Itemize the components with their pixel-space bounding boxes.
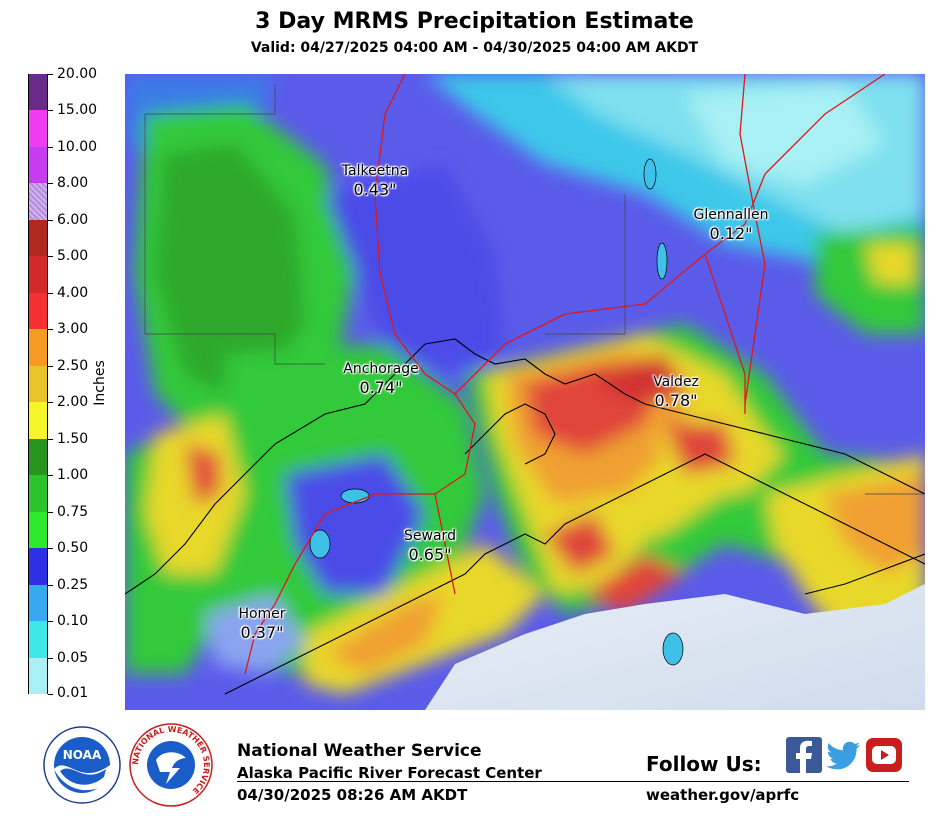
legend-tick-label: 10.00 xyxy=(57,138,98,155)
lakes xyxy=(309,158,684,666)
legend-tick-label: 0.05 xyxy=(57,649,89,666)
legend-tick-label: 2.00 xyxy=(57,394,89,411)
legend-colorbar xyxy=(28,74,48,694)
legend-axis-label: Inches xyxy=(92,360,108,406)
legend-tick-mark xyxy=(48,256,53,258)
legend-tick-label: 4.00 xyxy=(57,284,89,301)
legend-color-band xyxy=(29,110,47,147)
roads xyxy=(244,74,886,675)
nws-logo[interactable]: NATIONAL WEATHER SERVICE xyxy=(128,722,214,808)
legend-tick-mark xyxy=(48,511,53,513)
legend-tick-label: 0.25 xyxy=(57,576,89,593)
legend-tick-label: 8.00 xyxy=(57,175,89,192)
legend-tick-label: 0.01 xyxy=(57,685,89,701)
legend-tick-mark xyxy=(48,365,53,367)
facebook-icon[interactable] xyxy=(786,737,822,773)
city-label-seward: Seward 0.65" xyxy=(404,528,456,564)
legend-color-band xyxy=(29,584,47,622)
legend-tick-label: 5.00 xyxy=(57,248,89,265)
legend-color-band xyxy=(29,511,47,549)
legend-tick-mark xyxy=(48,621,53,623)
legend-tick-label: 20.00 xyxy=(57,66,98,82)
valid-period: Valid: 04/27/2025 04:00 AM - 04/30/2025 … xyxy=(250,40,699,56)
legend-tick-label: 1.50 xyxy=(57,430,89,447)
city-label-valdez: Valdez 0.78" xyxy=(653,374,699,410)
legend-tick-label: 6.00 xyxy=(57,211,89,228)
legend-color-band xyxy=(29,183,47,220)
legend-color-band xyxy=(29,74,47,111)
legend-tick-mark xyxy=(48,475,53,477)
legend-color-band xyxy=(29,548,47,585)
legend-tick-label: 0.10 xyxy=(57,613,89,630)
legend-tick-mark xyxy=(48,694,53,695)
city-label-glennallen: Glennallen 0.12" xyxy=(693,207,769,243)
legend-color-band xyxy=(29,365,47,403)
legend-color-band xyxy=(29,438,47,476)
precip-field xyxy=(125,74,925,694)
coastline xyxy=(125,338,925,695)
legend-tick-mark xyxy=(48,146,53,148)
footer-center: Alaska Pacific River Forecast Center xyxy=(237,764,542,782)
legend-tick-label: 2.50 xyxy=(57,357,89,374)
legend-tick-mark xyxy=(48,329,53,331)
legend-color-band xyxy=(29,146,47,184)
city-label-talkeetna: Talkeetna 0.43" xyxy=(341,163,409,199)
legend-tick-label: 3.00 xyxy=(57,321,89,338)
legend-tick-mark xyxy=(48,584,53,586)
city-label-anchorage: Anchorage 0.74" xyxy=(343,361,419,397)
footer-org: National Weather Service xyxy=(237,741,482,761)
legend-tick-mark xyxy=(48,219,53,221)
legend-tick-mark xyxy=(48,74,53,75)
legend-tick-mark xyxy=(48,402,53,404)
legend-color-band xyxy=(29,475,47,512)
legend-color-band xyxy=(29,621,47,658)
legend-color-band xyxy=(29,256,47,293)
legend-tick-mark xyxy=(48,183,53,185)
legend-tick-mark xyxy=(48,110,53,112)
legend-tick-label: 15.00 xyxy=(57,102,98,119)
legend-color-band xyxy=(29,329,47,366)
twitter-icon[interactable] xyxy=(826,737,862,773)
footer-divider xyxy=(237,781,909,782)
legend-color-band xyxy=(29,402,47,439)
website-link[interactable]: weather.gov/aprfc xyxy=(646,786,800,804)
noaa-logo[interactable]: NOAA xyxy=(42,725,122,805)
legend-tick-label: 0.50 xyxy=(57,540,89,557)
follow-us-label: Follow Us: xyxy=(646,752,762,776)
legend-tick-mark xyxy=(48,548,53,550)
footer-timestamp: 04/30/2025 08:26 AM AKDT xyxy=(237,786,468,804)
legend-tick-label: 1.00 xyxy=(57,467,89,484)
noaa-logo-text: NOAA xyxy=(63,748,102,762)
youtube-icon[interactable] xyxy=(866,737,902,773)
precipitation-map[interactable] xyxy=(125,74,925,710)
map-title: 3 Day MRMS Precipitation Estimate xyxy=(255,9,694,34)
legend-tick-mark xyxy=(48,657,53,659)
city-label-homer: Homer 0.37" xyxy=(238,606,286,642)
legend-color-band xyxy=(29,292,47,330)
legend-tick-label: 0.75 xyxy=(57,503,89,520)
legend-color-band xyxy=(29,219,47,257)
legend-tick-mark xyxy=(48,438,53,440)
boundaries xyxy=(144,84,925,495)
legend-tick-mark xyxy=(48,292,53,294)
legend-color-band xyxy=(29,657,47,694)
